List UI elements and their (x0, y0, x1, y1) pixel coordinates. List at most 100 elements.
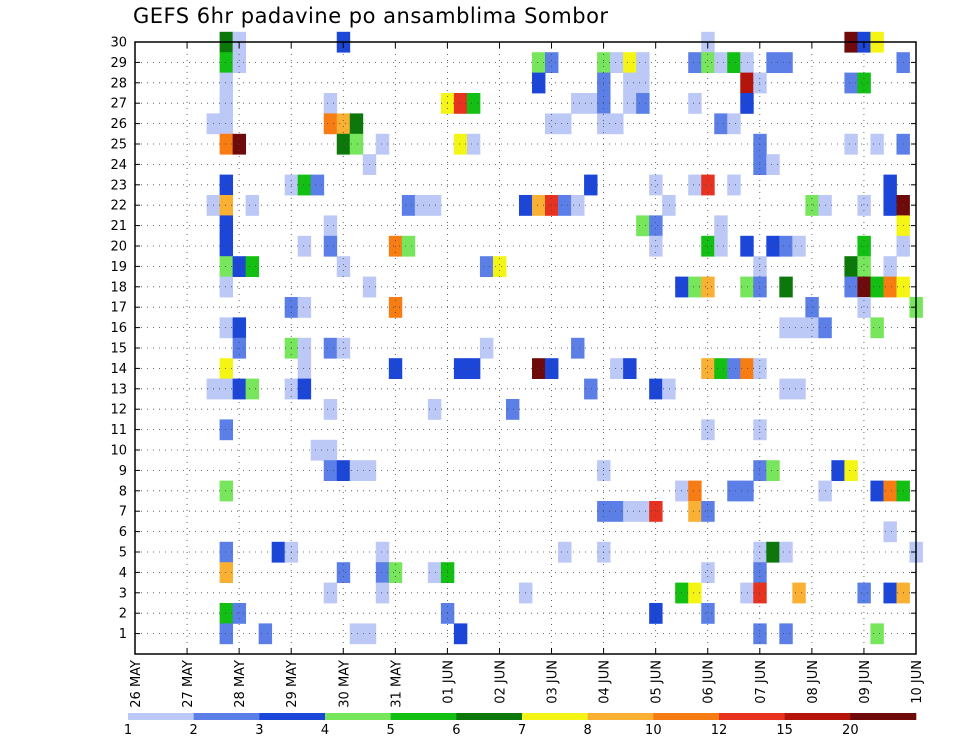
data-cell (727, 174, 741, 196)
y-tick-label: 17 (110, 301, 127, 316)
data-cell (870, 480, 884, 502)
x-tick-label: 02 JUN (493, 660, 508, 704)
y-tick-label: 3 (119, 586, 127, 601)
data-cell (388, 562, 403, 583)
data-cell (766, 460, 780, 481)
y-tick-label: 5 (119, 546, 127, 561)
data-cell (297, 235, 312, 257)
x-axis: 26 MAY 27 MAY 28 MAY 29 MAY 30 MAY 31 MAY 01 J… (129, 42, 925, 708)
data-cell (857, 276, 871, 298)
data-cell (623, 501, 637, 522)
x-tick-label: 30 MAY (337, 660, 352, 708)
data-cell (688, 501, 702, 522)
grid-lines (135, 42, 916, 654)
data-cell (831, 460, 845, 481)
data-cell (688, 93, 702, 114)
data-cell (219, 541, 234, 563)
data-cell (427, 399, 442, 420)
data-cell (844, 256, 858, 277)
data-cell (388, 297, 403, 318)
data-cell (232, 256, 247, 277)
data-cell (857, 256, 871, 277)
colorbar-label: 12 (711, 723, 728, 738)
chart-title: GEFS 6hr padavine po ansamblima Sombor (133, 4, 609, 28)
data-cell (870, 623, 884, 645)
data-cell (323, 337, 338, 359)
y-tick-label: 28 (110, 76, 127, 91)
data-cell (649, 603, 663, 624)
data-cell (375, 541, 390, 563)
data-cell (558, 113, 572, 135)
colorbar-label: 10 (645, 723, 662, 738)
x-tick-label: 31 MAY (389, 660, 404, 708)
data-cell (636, 52, 650, 73)
data-cell (245, 256, 260, 277)
data-cell (323, 582, 338, 604)
data-cell (219, 72, 234, 94)
data-cell (649, 174, 663, 196)
data-cell (610, 358, 624, 379)
data-cell (714, 235, 728, 257)
data-cell (349, 133, 364, 155)
y-tick-label: 19 (110, 260, 127, 275)
data-cell (610, 113, 624, 135)
data-cell (571, 337, 585, 359)
data-cell (688, 276, 702, 298)
data-cell (219, 195, 234, 216)
data-cell (323, 93, 338, 114)
data-cell (219, 378, 234, 400)
data-cell (336, 256, 351, 277)
data-cell (662, 195, 676, 216)
data-cell (844, 460, 858, 481)
data-cell (219, 562, 234, 583)
colorbar-swatch (128, 713, 194, 720)
data-cell (532, 52, 546, 73)
data-cell (492, 256, 507, 277)
data-cell (805, 195, 819, 216)
data-cell (636, 93, 650, 114)
data-cell (701, 562, 715, 583)
y-tick-label: 13 (110, 382, 127, 397)
y-tick-label: 18 (110, 280, 127, 295)
data-cell (219, 317, 234, 339)
colorbar-swatch (259, 713, 326, 720)
data-cell (792, 317, 806, 339)
data-cell (883, 521, 897, 543)
y-tick-label: 2 (119, 607, 127, 622)
data-cell (219, 419, 234, 441)
data-cell (805, 317, 819, 339)
data-cell (258, 623, 273, 645)
data-cell (740, 480, 754, 502)
data-cell (727, 113, 741, 135)
data-cell (323, 113, 338, 135)
data-cell (245, 378, 260, 400)
colorbar-label: 20 (842, 723, 859, 738)
data-cell (688, 174, 702, 196)
data-cell (857, 582, 871, 604)
data-cell (883, 480, 897, 502)
data-cell (349, 113, 364, 135)
x-tick-label: 09 JUN (858, 660, 873, 704)
data-cell (479, 256, 494, 277)
data-cell (466, 358, 481, 379)
y-tick-label: 1 (119, 627, 127, 642)
data-cell (219, 235, 234, 257)
y-tick-label: 24 (110, 158, 127, 173)
data-cell (584, 378, 598, 400)
data-cell (453, 133, 468, 155)
data-cell (870, 317, 884, 339)
y-tick-label: 20 (110, 240, 127, 255)
data-cell (792, 378, 806, 400)
data-cell (688, 582, 702, 604)
x-tick-label: 28 MAY (233, 660, 248, 708)
data-cell (584, 174, 598, 196)
data-cell (688, 52, 702, 73)
x-tick-label: 26 MAY (129, 660, 144, 708)
data-cell (857, 297, 871, 318)
colorbar-label: 7 (518, 723, 526, 738)
data-cell (297, 174, 312, 196)
data-cell (701, 276, 715, 298)
data-cell (571, 195, 585, 216)
data-cell (727, 358, 741, 379)
